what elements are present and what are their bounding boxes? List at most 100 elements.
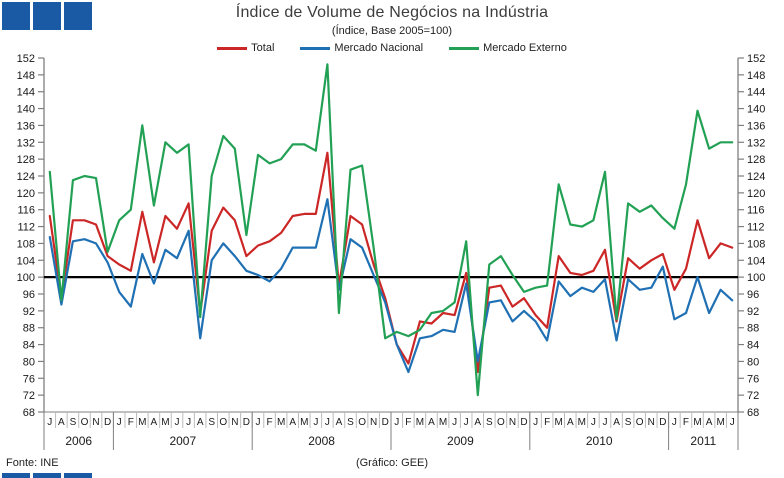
svg-text:O: O [636, 417, 644, 428]
legend-label-mercado-nacional: Mercado Nacional [334, 42, 424, 54]
svg-text:N: N [370, 417, 377, 428]
svg-text:68: 68 [747, 407, 759, 419]
logo-square [64, 473, 92, 478]
svg-text:116: 116 [747, 205, 765, 217]
svg-text:128: 128 [747, 154, 765, 166]
svg-text:M: M [161, 417, 169, 428]
svg-text:D: D [243, 417, 250, 428]
svg-text:N: N [231, 417, 238, 428]
svg-text:J: J [175, 417, 180, 428]
svg-text:O: O [497, 417, 505, 428]
svg-text:84: 84 [747, 340, 759, 352]
svg-text:F: F [544, 417, 550, 428]
svg-text:112: 112 [747, 222, 765, 234]
svg-text:152: 152 [17, 53, 35, 65]
legend-item-mercado-nacional: Mercado Nacional [300, 42, 423, 54]
logo-square [33, 473, 61, 478]
chart-subtitle: (Índice, Base 2005=100) [331, 25, 453, 37]
legend-label-total: Total [251, 42, 275, 54]
svg-text:F: F [405, 417, 411, 428]
svg-text:2010: 2010 [586, 434, 613, 448]
svg-text:S: S [625, 417, 632, 428]
svg-text:88: 88 [747, 323, 759, 335]
svg-text:M: M [716, 417, 724, 428]
svg-text:J: J [325, 417, 330, 428]
svg-text:128: 128 [17, 154, 35, 166]
legend-item-mercado-externo: Mercado Externo [449, 42, 567, 54]
svg-text:N: N [92, 417, 99, 428]
svg-text:152: 152 [747, 53, 765, 65]
svg-text:68: 68 [23, 407, 35, 419]
svg-text:N: N [648, 417, 655, 428]
svg-text:J: J [602, 417, 607, 428]
svg-text:J: J [452, 417, 457, 428]
svg-text:124: 124 [747, 171, 765, 183]
logo-square [64, 2, 92, 30]
svg-text:144: 144 [17, 87, 35, 99]
svg-text:80: 80 [747, 356, 759, 368]
svg-text:S: S [486, 417, 493, 428]
svg-text:120: 120 [747, 188, 765, 200]
svg-text:M: M [277, 417, 285, 428]
svg-text:136: 136 [17, 120, 35, 132]
legend: Total Mercado Nacional Mercado Externo [0, 42, 784, 54]
svg-text:D: D [659, 417, 666, 428]
svg-text:132: 132 [747, 137, 765, 149]
svg-text:J: J [591, 417, 596, 428]
svg-text:96: 96 [747, 289, 759, 301]
svg-text:112: 112 [17, 222, 35, 234]
svg-text:148: 148 [747, 70, 765, 82]
svg-text:O: O [358, 417, 366, 428]
svg-text:A: A [428, 417, 435, 428]
svg-text:O: O [219, 417, 227, 428]
svg-text:76: 76 [747, 373, 759, 385]
svg-text:A: A [197, 417, 204, 428]
svg-text:72: 72 [747, 390, 759, 402]
svg-text:A: A [474, 417, 481, 428]
svg-text:100: 100 [17, 272, 35, 284]
svg-text:M: M [138, 417, 146, 428]
logo-square [2, 473, 30, 478]
svg-text:J: J [313, 417, 318, 428]
logo [2, 2, 92, 30]
svg-text:A: A [289, 417, 296, 428]
svg-text:92: 92 [23, 306, 35, 318]
source-note: Fonte: INE [6, 457, 59, 469]
legend-swatch-mercado-externo [449, 46, 480, 50]
legend-swatch-mercado-nacional [300, 46, 331, 50]
svg-text:80: 80 [23, 356, 35, 368]
svg-text:2007: 2007 [169, 434, 196, 448]
svg-text:A: A [151, 417, 158, 428]
title-block: Índice de Volume de Negócios na Indústri… [0, 4, 784, 54]
svg-text:M: M [693, 417, 701, 428]
svg-text:92: 92 [747, 306, 759, 318]
logo-partial [2, 473, 92, 478]
svg-text:S: S [347, 417, 354, 428]
svg-text:A: A [567, 417, 574, 428]
svg-text:88: 88 [23, 323, 35, 335]
svg-text:A: A [336, 417, 343, 428]
svg-text:108: 108 [17, 238, 35, 250]
svg-text:F: F [266, 417, 272, 428]
svg-text:F: F [128, 417, 134, 428]
svg-text:72: 72 [23, 390, 35, 402]
logo-square [33, 2, 61, 30]
svg-text:140: 140 [747, 104, 765, 116]
svg-text:140: 140 [17, 104, 35, 116]
svg-text:D: D [104, 417, 111, 428]
svg-text:N: N [509, 417, 516, 428]
svg-text:84: 84 [23, 340, 35, 352]
svg-text:104: 104 [17, 255, 35, 267]
svg-text:144: 144 [747, 87, 765, 99]
svg-text:76: 76 [23, 373, 35, 385]
credit-note: (Gráfico: GEE) [355, 457, 429, 469]
legend-swatch-total [217, 46, 248, 50]
svg-text:M: M [578, 417, 586, 428]
svg-text:A: A [613, 417, 620, 428]
svg-text:96: 96 [23, 289, 35, 301]
svg-text:148: 148 [17, 70, 35, 82]
svg-text:100: 100 [747, 272, 765, 284]
svg-text:132: 132 [17, 137, 35, 149]
svg-text:F: F [683, 417, 689, 428]
